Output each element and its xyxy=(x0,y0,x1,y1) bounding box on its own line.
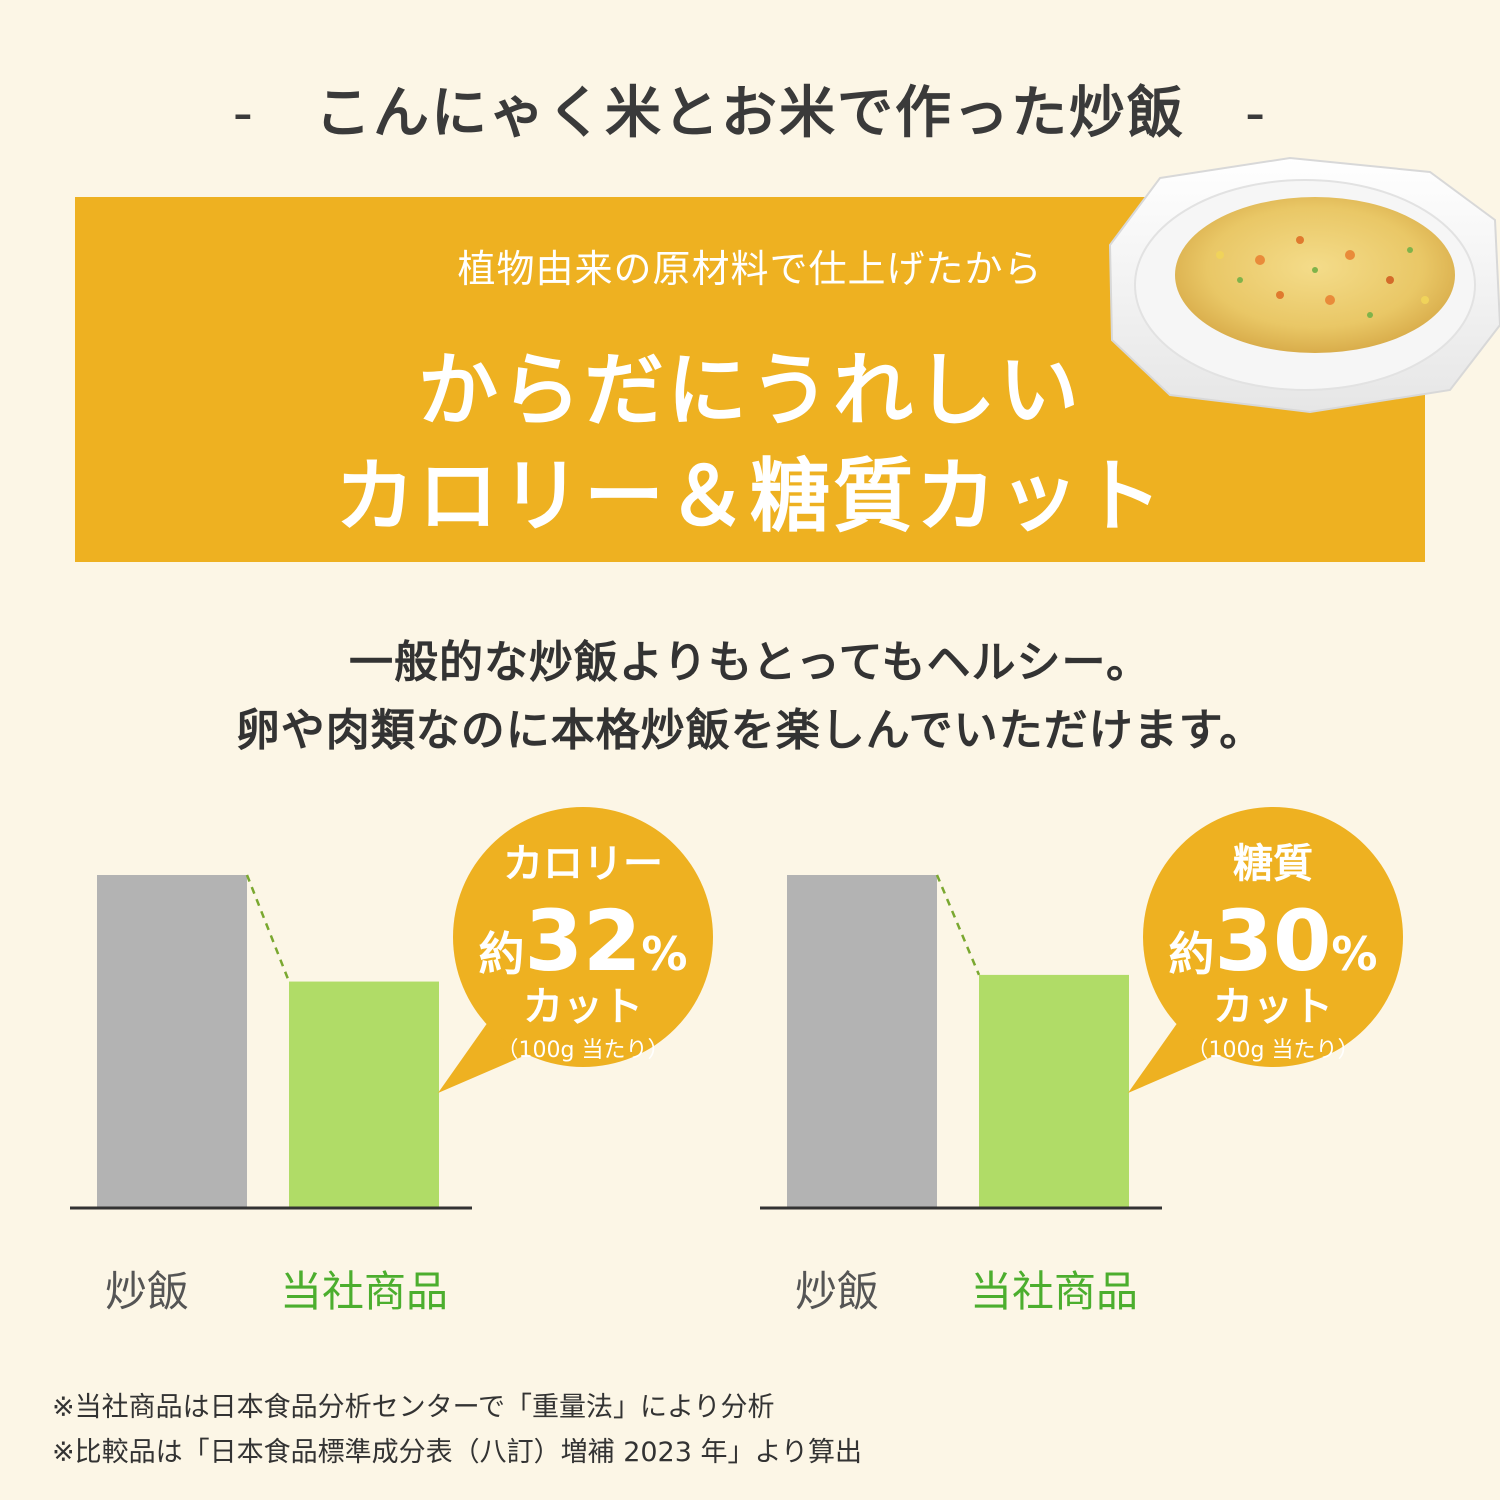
rice-mound xyxy=(1175,197,1455,353)
callout-prefix: 約 xyxy=(479,927,525,981)
callout-note: （100g 当たり） xyxy=(1187,1038,1360,1063)
page-title: - こんにゃく米とお米で作った炒飯 - xyxy=(0,68,1500,149)
banner-subtitle: 植物由来の原材料で仕上げたから xyxy=(457,247,1043,291)
bar-fried-rice xyxy=(97,875,247,1208)
title-text: こんにゃく米とお米で作った炒飯 xyxy=(315,81,1185,146)
callout-number: 32 xyxy=(525,892,642,990)
callout-value: 約30% xyxy=(1169,892,1378,990)
dashed-connector xyxy=(935,874,981,976)
footnote-1: ※当社商品は日本食品分析センターで「重量法」により分析 xyxy=(52,1392,775,1423)
callout-title: 糖質 xyxy=(1233,841,1313,887)
callout-note: （100g 当たり） xyxy=(497,1038,670,1063)
description-line-2: 卵や肉類なのに本格炒飯を楽しんでいただけます。 xyxy=(235,705,1265,756)
description-line-1: 一般的な炒飯よりもとってもヘルシー。 xyxy=(348,637,1152,688)
title-dash-left: - xyxy=(232,81,255,146)
callout-value: 約32% xyxy=(479,892,688,990)
category-label: 当社商品 xyxy=(970,1267,1138,1316)
callout-suffix: カット xyxy=(523,984,643,1030)
callout-title: カロリー xyxy=(503,841,663,887)
category-label: 当社商品 xyxy=(280,1267,448,1316)
bar-our-product xyxy=(289,981,439,1208)
callout-suffix: カット xyxy=(1213,984,1333,1030)
callout-unit: % xyxy=(1331,927,1377,981)
category-label: 炒飯 xyxy=(795,1267,879,1316)
callout-prefix: 約 xyxy=(1169,927,1215,981)
callout-unit: % xyxy=(641,927,687,981)
rice-specks xyxy=(1216,236,1429,318)
callout-bubble xyxy=(453,807,713,1067)
callout-bubble xyxy=(1143,807,1403,1067)
banner-headline-2: カロリー＆糖質カット xyxy=(335,450,1165,543)
bar-fried-rice xyxy=(787,875,937,1208)
fried-rice-plate-image xyxy=(1108,156,1500,414)
title-dash-right: - xyxy=(1245,81,1268,146)
bar-our-product xyxy=(979,974,1129,1208)
footnote-2: ※比較品は「日本食品標準成分表（八訂）増補 2023 年」より算出 xyxy=(52,1437,862,1468)
category-label: 炒飯 xyxy=(105,1267,189,1316)
dashed-connector xyxy=(245,874,291,983)
callout-number: 30 xyxy=(1215,892,1332,990)
banner-headline-1: からだにうれしい xyxy=(418,344,1082,437)
